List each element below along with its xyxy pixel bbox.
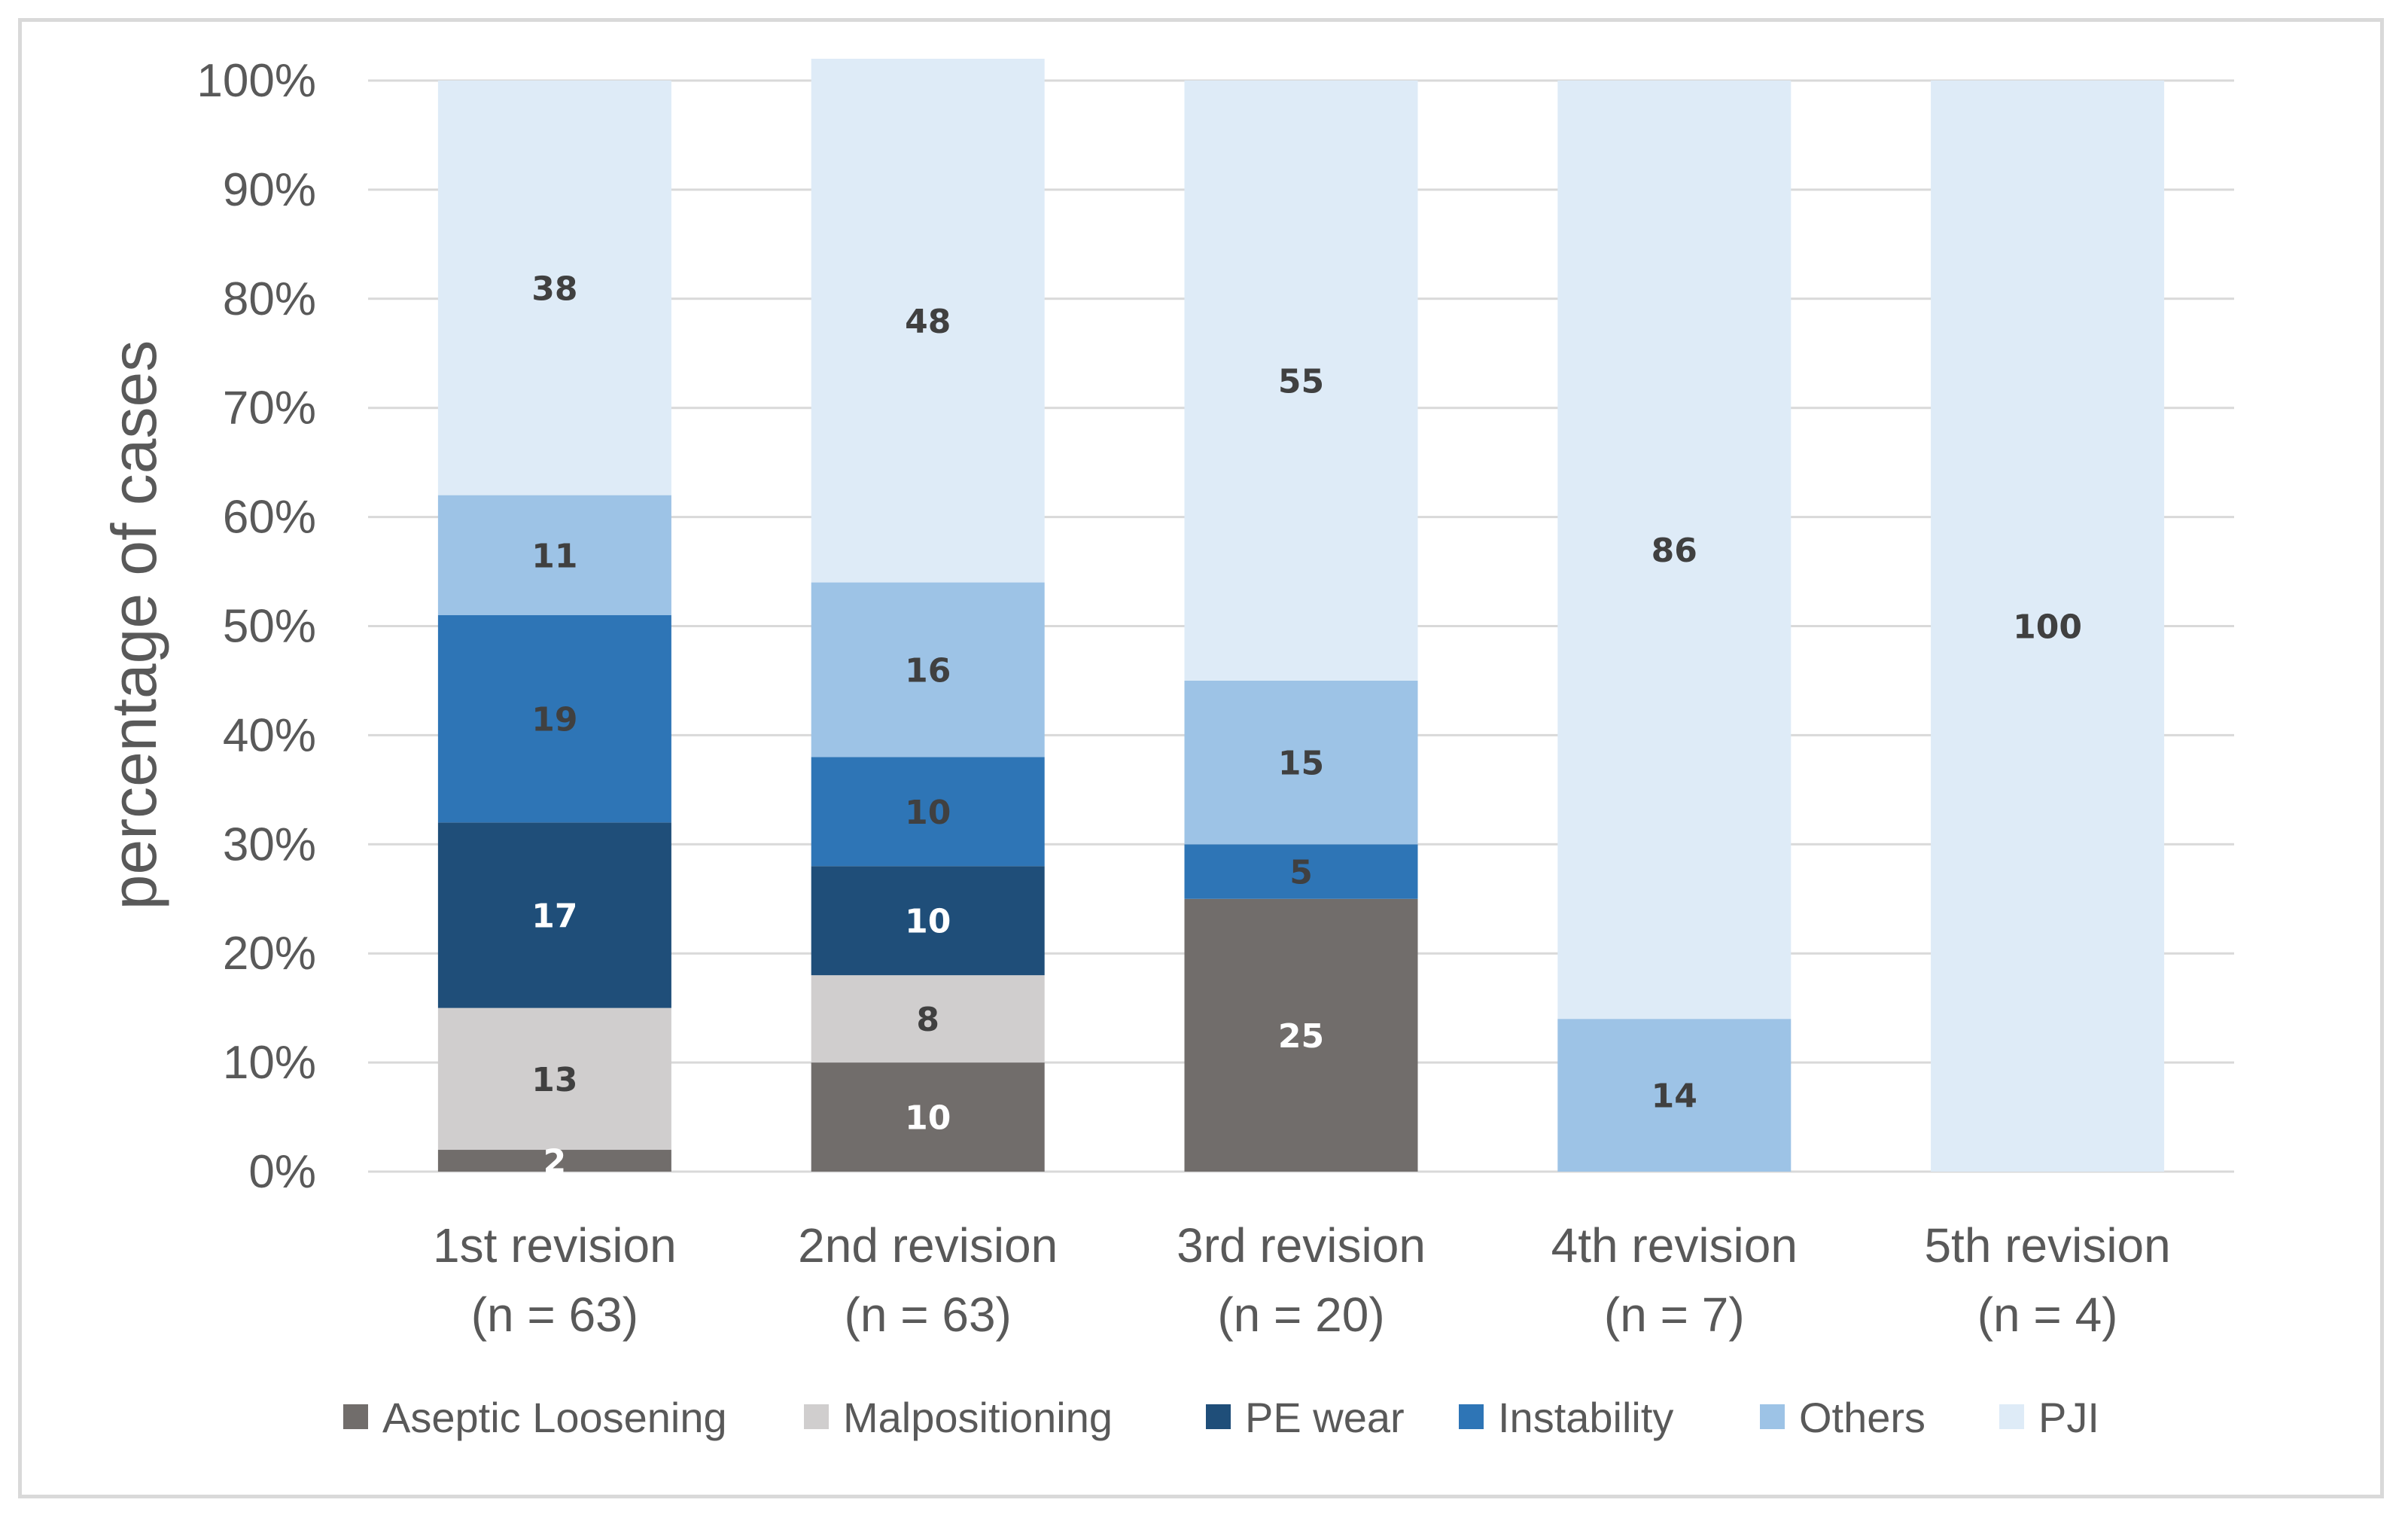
- legend-swatch: [1459, 1404, 1484, 1429]
- data-label: 10: [905, 794, 951, 832]
- y-tick-label: 0%: [248, 1146, 316, 1198]
- x-category-count: (n = 7): [1604, 1288, 1745, 1342]
- bar-segment-pji: [811, 59, 1045, 583]
- data-label: 11: [531, 537, 577, 575]
- bar-segment-malpositioning: [811, 975, 1045, 1063]
- x-category-label: 5th revision: [1924, 1218, 2170, 1273]
- data-label: 16: [905, 651, 951, 690]
- bar-segment-malpositioning: [437, 1007, 671, 1151]
- bar-segment-pji: [1184, 81, 1418, 681]
- y-tick-label: 40%: [223, 709, 316, 761]
- data-label: 48: [905, 303, 951, 341]
- data-label: 2: [543, 1143, 567, 1181]
- y-tick-label: 20%: [223, 928, 316, 980]
- y-tick-label: 30%: [223, 818, 316, 870]
- legend-label: PJI: [2038, 1394, 2099, 1441]
- bar-segment-pji: [1557, 81, 1792, 1020]
- y-tick-label: 100%: [196, 55, 316, 107]
- bar-segment-instability: [437, 615, 671, 823]
- legend-label: PE wear: [1245, 1394, 1405, 1441]
- x-category-label: 1st revision: [433, 1218, 677, 1273]
- legend-swatch: [1999, 1404, 2024, 1429]
- data-label: 100: [2013, 608, 2082, 647]
- legend-swatch: [343, 1404, 368, 1429]
- bar-segment-others: [437, 495, 671, 616]
- bar-segment-aseptic-loosening: [437, 1150, 671, 1172]
- legend-swatch: [1206, 1404, 1231, 1429]
- x-category-count: (n = 63): [471, 1288, 638, 1342]
- bar-segment-instability: [811, 757, 1045, 867]
- legend-label: Malpositioning: [843, 1394, 1113, 1441]
- x-category-count: (n = 63): [845, 1288, 1012, 1342]
- legend-swatch: [1760, 1404, 1785, 1429]
- y-tick-label: 90%: [223, 164, 316, 216]
- data-label: 10: [905, 1099, 951, 1138]
- bar-segment-pji: [437, 81, 671, 495]
- legend-label: Others: [1799, 1394, 1925, 1441]
- legend-swatch: [804, 1404, 829, 1429]
- y-tick-label: 10%: [223, 1037, 316, 1089]
- data-label: 14: [1652, 1078, 1697, 1116]
- data-label: 10: [905, 903, 951, 941]
- y-tick-label: 60%: [223, 492, 316, 544]
- bar-segment-pe-wear: [811, 866, 1045, 976]
- x-category-label: 3rd revision: [1177, 1218, 1426, 1273]
- x-category-label: 4th revision: [1551, 1218, 1798, 1273]
- data-label: 55: [1278, 362, 1324, 401]
- legend-label: Aseptic Loosening: [382, 1394, 727, 1441]
- bar-segment-others: [811, 582, 1045, 757]
- data-label: 17: [531, 897, 577, 935]
- bar-segment-aseptic-loosening: [811, 1062, 1045, 1172]
- data-label: 5: [1289, 854, 1313, 892]
- y-tick-label: 50%: [223, 601, 316, 653]
- data-label: 19: [531, 701, 577, 739]
- bar-segment-instability: [1184, 844, 1418, 899]
- y-axis-title: percentage of cases: [99, 340, 169, 910]
- data-label: 25: [1278, 1017, 1324, 1056]
- bar-segment-others: [1184, 680, 1418, 845]
- y-tick-label: 80%: [223, 273, 316, 325]
- data-label: 38: [531, 270, 577, 308]
- legend-label: Instability: [1498, 1394, 1673, 1441]
- bar-segment-pji: [1931, 81, 2165, 1172]
- x-category-count: (n = 4): [1977, 1288, 2118, 1342]
- x-category-label: 2nd revision: [798, 1218, 1058, 1273]
- data-label: 15: [1278, 745, 1324, 783]
- bar-segment-others: [1557, 1019, 1792, 1172]
- data-label: 8: [916, 1001, 939, 1039]
- x-category-count: (n = 20): [1217, 1288, 1384, 1342]
- bar-segment-aseptic-loosening: [1184, 898, 1418, 1172]
- bar-segment-pe-wear: [437, 822, 671, 1008]
- y-tick-label: 70%: [223, 383, 316, 434]
- data-label: 13: [531, 1061, 577, 1099]
- data-label: 86: [1652, 532, 1697, 570]
